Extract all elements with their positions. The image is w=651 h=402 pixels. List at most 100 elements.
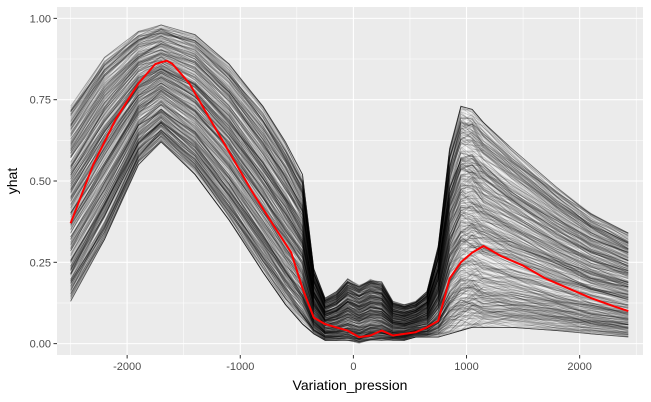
- ice-line: [70, 117, 629, 337]
- ice-line: [70, 29, 629, 308]
- ice-line: [70, 36, 629, 307]
- ice-lines: [70, 24, 629, 345]
- ice-line: [70, 71, 629, 319]
- ice-line: [70, 64, 629, 318]
- ice-line: [70, 72, 629, 319]
- ice-line: [70, 108, 629, 336]
- ice-line: [70, 31, 629, 310]
- ice-line: [70, 62, 629, 318]
- ice-line: [70, 50, 629, 314]
- ice-line: [70, 48, 629, 313]
- ice-line: [70, 29, 629, 306]
- ice-line: [70, 62, 629, 315]
- ice-line: [70, 138, 629, 342]
- ice-line: [70, 109, 629, 333]
- ice-line: [70, 69, 629, 321]
- x-tick-label: 0: [350, 361, 356, 373]
- ice-line: [70, 66, 629, 320]
- ice-line: [70, 121, 629, 339]
- ice-line: [70, 119, 629, 334]
- ice-line: [70, 122, 629, 338]
- ice-line: [70, 103, 629, 331]
- ice-line: [70, 116, 629, 336]
- x-tick-label: 1000: [454, 361, 478, 373]
- ice-line: [70, 85, 629, 324]
- ice-line: [70, 40, 629, 311]
- ice-line: [70, 74, 629, 322]
- ice-line: [70, 109, 629, 333]
- ice-line: [70, 56, 629, 316]
- ice-line: [70, 35, 629, 310]
- ice-line: [70, 70, 629, 320]
- ice-line: [70, 108, 629, 327]
- ice-line: [70, 41, 629, 315]
- x-axis-ticks: -2000 -1000 0 1000 2000: [113, 355, 592, 373]
- ice-line: [70, 40, 629, 314]
- y-axis-title: yhat: [4, 168, 20, 195]
- ice-line: [70, 111, 629, 329]
- ice-line: [70, 70, 629, 319]
- ice-line: [70, 130, 629, 337]
- ice-line: [70, 110, 629, 330]
- ice-line: [70, 40, 629, 312]
- ice-line: [70, 54, 629, 314]
- ice-line: [70, 88, 629, 324]
- x-tick-label: -1000: [226, 361, 254, 373]
- ice-line: [70, 122, 629, 336]
- ice-line: [70, 136, 629, 344]
- ice-line: [70, 101, 629, 334]
- ice-line: [70, 41, 629, 309]
- ice-line: [70, 66, 629, 323]
- ice-line: [70, 103, 629, 332]
- ice-line: [70, 24, 629, 308]
- ice-line: [70, 68, 629, 315]
- ice-line: [70, 65, 629, 318]
- ice-line: [70, 101, 629, 328]
- ice-line: [70, 115, 629, 334]
- ice-line: [70, 63, 629, 317]
- ice-line: [70, 75, 629, 325]
- ice-line: [70, 101, 629, 327]
- ice-line: [70, 32, 629, 309]
- ice-line: [70, 72, 629, 320]
- ice-line: [70, 80, 629, 324]
- ice-line: [70, 28, 629, 308]
- ice-line: [70, 120, 629, 337]
- ice-line: [70, 78, 629, 319]
- ice-line: [70, 86, 629, 322]
- series-layer: [69, 59, 629, 339]
- ice-line: [70, 108, 629, 330]
- ice-line: [70, 104, 629, 327]
- ice-line: [70, 72, 629, 324]
- ice-line: [70, 92, 629, 327]
- ice-line: [70, 41, 629, 309]
- ice-line: [70, 73, 629, 322]
- ice-line: [70, 125, 629, 338]
- ice-line: [70, 116, 629, 335]
- ice-line: [70, 136, 629, 343]
- ice-line: [70, 55, 629, 313]
- ice-line: [70, 72, 629, 316]
- ice-line: [70, 76, 629, 325]
- ice-line: [70, 98, 629, 326]
- ice-line: [70, 119, 629, 335]
- ice-line: [70, 116, 629, 332]
- ice-line: [70, 119, 629, 333]
- ice-line: [70, 77, 629, 320]
- ice-line: [70, 32, 629, 308]
- y-tick-label: 0.50: [30, 176, 51, 188]
- ice-line: [70, 103, 629, 325]
- ice-line: [70, 139, 629, 342]
- ice-line: [70, 117, 629, 332]
- ice-line: [70, 117, 629, 338]
- ice-line: [70, 52, 629, 315]
- ice-line: [70, 51, 629, 318]
- ice-line: [70, 66, 629, 317]
- ice-line: [70, 38, 629, 314]
- ice-line: [70, 118, 629, 339]
- ice-line: [70, 108, 629, 332]
- ice-line: [70, 93, 629, 327]
- ice-line: [70, 43, 629, 312]
- ice-line: [70, 27, 629, 307]
- ice-line: [70, 72, 629, 320]
